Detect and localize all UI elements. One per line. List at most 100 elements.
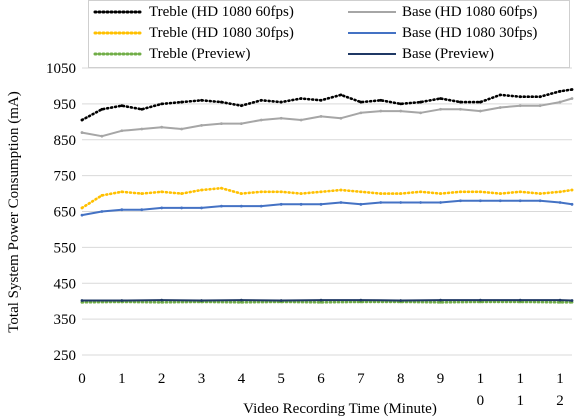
data-point [180,192,183,195]
data-point [299,118,303,122]
legend-item-treble-preview: Treble (Preview) [93,45,251,63]
data-point [160,298,164,302]
data-point [259,190,263,194]
data-point [100,107,104,111]
data-point [478,100,482,104]
data-point [339,93,343,97]
data-point [319,300,323,304]
data-point [279,100,283,104]
legend-label: Base (HD 1080 60fps) [402,3,538,20]
y-tick-label: 1050 [46,61,76,77]
data-point [120,208,124,212]
legend-swatch [93,52,145,56]
x-tick-label: 2 [158,371,166,387]
data-point [498,93,502,97]
data-point [459,199,462,203]
data-point [279,202,283,206]
x-tick-label: 8 [397,371,405,387]
data-point [100,134,104,138]
data-point [518,199,522,203]
data-point [439,107,442,111]
data-point [538,95,542,99]
legend-item-treble-60fps: Treble (HD 1080 60fps) [93,3,294,21]
data-point [570,202,574,206]
data-point [339,201,343,204]
data-point [160,125,164,129]
data-point [239,122,243,126]
data-point [160,102,164,106]
data-point [140,208,144,212]
legend-swatch [93,31,145,35]
data-point [359,111,363,115]
data-point [220,186,223,190]
legend-swatch [93,10,145,14]
data-point [279,190,283,194]
x-tick-label: 9 [437,371,445,387]
data-point [180,206,183,210]
data-point [439,192,442,195]
data-point [200,98,203,102]
data-point [180,127,183,131]
data-point [100,210,104,213]
data-point [120,299,124,302]
data-point [299,97,303,100]
series-2 [80,186,574,210]
series-lines [80,88,574,304]
y-axis-label: Total System Power Consumption (mA) [6,91,22,332]
data-point [498,192,502,195]
series-line [80,186,574,210]
series-line [81,199,573,217]
data-point [140,107,144,111]
data-point [518,298,522,302]
data-point [478,298,482,302]
data-point [160,206,164,210]
data-point [319,298,323,302]
x-tick-label: 7 [357,371,365,387]
data-point [259,118,263,122]
legend-swatch [348,53,396,55]
data-point [379,192,383,195]
data-point [459,107,462,111]
data-point [399,109,403,113]
data-point [160,190,164,194]
x-tick-label: 5 [277,371,285,387]
data-point [538,192,542,195]
x-tick-label: 0 [78,371,86,387]
data-point [538,199,542,203]
data-point [239,298,243,302]
data-point [558,300,562,304]
data-point [200,206,203,210]
legend-item-treble-30fps: Treble (HD 1080 30fps) [93,24,294,42]
y-tick-label: 750 [54,169,77,185]
data-point [339,188,343,192]
data-point [558,201,562,204]
y-tick-label: 250 [54,348,77,364]
data-point [80,131,84,134]
data-point [359,202,363,206]
x-tick-labels: 0 1 2 3 4 5 6 7 8 9 1 01 11 2 [78,371,564,409]
data-point [80,213,84,217]
data-point [478,109,482,113]
legend-item-base-30fps: Base (HD 1080 30fps) [346,24,537,42]
data-point [239,204,243,208]
legend: Treble (HD 1080 60fps) Base (HD 1080 60f… [88,0,570,68]
y-tick-labels: 250 350 450 550 650 750 850 950 1050 [46,61,76,364]
data-point [120,104,124,108]
data-point [399,299,403,302]
data-point [570,299,574,302]
series-0 [80,88,574,122]
data-point [80,299,84,302]
data-point [80,206,84,210]
data-point [160,300,164,304]
data-point [319,98,323,102]
series-5 [80,298,574,302]
series-line [80,88,574,122]
series-line [81,97,573,138]
data-point [570,97,574,100]
data-point [200,124,203,127]
data-point [399,201,403,204]
data-point [299,192,303,195]
x-axis-label: Video Recording Time (Minute) [243,401,437,417]
